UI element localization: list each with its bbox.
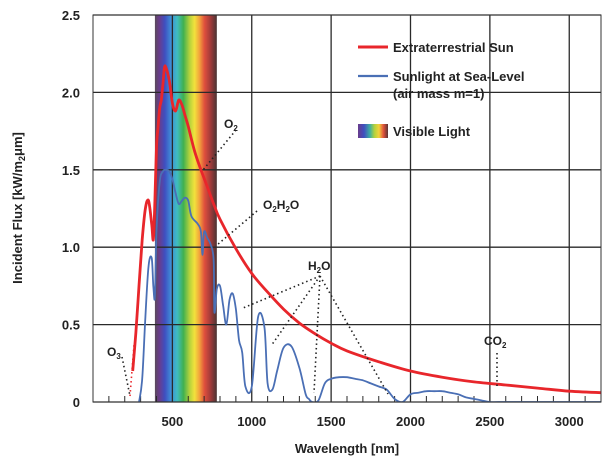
y-ticks: 0 0.5 1.0 1.5 2.0 2.5: [62, 8, 80, 410]
y-tick-label: 2.0: [62, 85, 80, 100]
legend-label-visible: Visible Light: [393, 124, 471, 139]
sea-level-sunlight-line: [138, 168, 601, 402]
y-tick-label: 0: [73, 395, 80, 410]
x-tick-label: 2000: [396, 414, 425, 429]
legend-label-sealevel-airmass: (air mass m=1): [393, 86, 484, 101]
annotation-h2o: H2O: [308, 259, 330, 275]
visible-light-band: [154, 15, 217, 402]
legend-swatch-visible: [358, 124, 388, 138]
grid-lines: [93, 14, 601, 403]
y-axis-label: Incident Flux [kW/m2μm]: [10, 132, 27, 284]
plot-frame: [92, 14, 602, 403]
y-tick-label: 1.0: [62, 240, 80, 255]
y-tick-label: 1.5: [62, 163, 80, 178]
annotation-co2: CO2: [484, 334, 507, 350]
legend-label-extraterrestrial: Extraterrestrial Sun: [393, 40, 514, 55]
y-tick-label: 2.5: [62, 8, 80, 23]
annotation-o3: O3: [107, 345, 121, 361]
x-tick-label: 1500: [317, 414, 346, 429]
x-tick-label: 500: [162, 414, 184, 429]
x-tick-label: 1000: [237, 414, 266, 429]
x-ticks: 500 1000 1500 2000 2500 3000: [108, 396, 586, 429]
x-tick-label: 3000: [555, 414, 584, 429]
x-tick-label: 2500: [475, 414, 504, 429]
extraterrestrial-sun-line: [131, 64, 601, 395]
legend: Extraterrestrial Sun Sunlight at Sea-Lev…: [358, 40, 524, 139]
annotation-leaders: [121, 129, 498, 397]
legend-label-sealevel: Sunlight at Sea-Level: [393, 69, 524, 84]
x-axis-label: Wavelength [nm]: [295, 441, 399, 456]
annotation-o2: O2: [224, 117, 238, 133]
y-tick-label: 0.5: [62, 318, 80, 333]
annotation-o2h2o: O2H2O: [263, 198, 299, 214]
